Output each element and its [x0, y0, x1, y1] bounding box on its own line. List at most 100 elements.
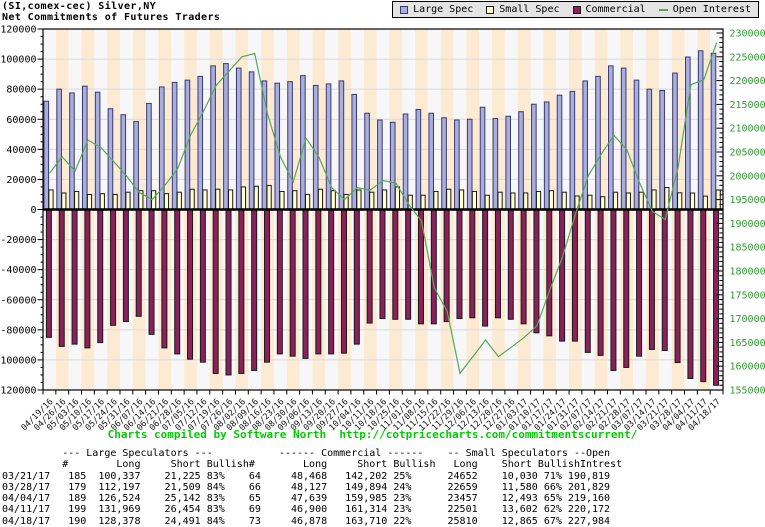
commercial-bar — [443, 209, 450, 323]
right-axis-label: 225000 — [730, 52, 765, 63]
large-spec-bar — [223, 63, 229, 210]
large-spec-bar — [466, 118, 473, 210]
commercial-bar — [264, 209, 271, 363]
large-spec-bar — [69, 92, 75, 210]
small-spec-bar — [279, 190, 285, 210]
small-spec-bar — [163, 193, 170, 211]
right-axis-label: 200000 — [730, 171, 765, 182]
small-spec-bar — [381, 189, 388, 210]
commercial-bar — [71, 209, 78, 345]
small-spec-bar — [446, 188, 452, 211]
commercial-bar — [584, 209, 591, 353]
right-axis-label: 220000 — [730, 76, 765, 87]
commercial-bar — [469, 209, 476, 319]
large-spec-bar — [171, 81, 178, 210]
small-spec-bar — [484, 194, 490, 211]
large-spec-bar — [646, 88, 653, 210]
large-spec-bar — [120, 114, 127, 210]
large-spec-bar — [633, 79, 640, 211]
left-axis-label: 100000 — [0, 55, 36, 66]
right-axis-label: 160000 — [730, 362, 765, 373]
right-axis-label: 210000 — [730, 124, 765, 135]
table-row: 03/21/17 185 100,337 21,225 83% 64 48,46… — [2, 470, 611, 482]
small-spec-bar — [612, 191, 619, 211]
chart-area: -120000 -100000 -80000 -60000 -40000 -20000 0 2… — [0, 20, 765, 435]
commercial-bar — [533, 209, 540, 334]
large-spec-bar — [620, 67, 627, 210]
table-row: 04/11/17 199 131,969 26,454 83% 69 46,90… — [2, 504, 611, 516]
commercial-bar — [494, 209, 501, 319]
right-axis-label: 230000 — [730, 29, 765, 40]
large-spec-bar — [377, 119, 383, 210]
small-spec-bar — [356, 189, 362, 210]
small-spec-bar — [61, 192, 67, 210]
commercial-bar — [713, 209, 720, 386]
table-group-header-row: --- Large Speculators --- ------ Commerc… — [2, 448, 611, 459]
commercial-bar — [700, 209, 707, 383]
commercial-bar — [482, 209, 489, 327]
legend-square-swatch — [572, 5, 581, 14]
commercial-bar — [392, 209, 399, 320]
legend-label: Open Interest — [672, 3, 751, 15]
small-spec-bar — [369, 191, 375, 211]
large-spec-bar — [479, 106, 486, 210]
small-spec-bar — [625, 192, 631, 210]
small-spec-bar — [292, 190, 298, 211]
commercial-bar — [110, 209, 117, 326]
small-spec-bar — [394, 186, 401, 210]
commercial-bar — [520, 209, 527, 325]
small-spec-bar — [305, 193, 311, 210]
small-spec-bar — [202, 189, 208, 210]
small-spec-bar — [548, 190, 554, 211]
small-spec-bar — [74, 190, 80, 210]
large-spec-bar — [325, 83, 332, 210]
commercial-bar — [571, 209, 578, 342]
left-axis-label: 40000 — [6, 145, 36, 156]
large-spec-bar — [697, 50, 704, 210]
compiled-by-note: Charts compiled by Software North http:/… — [107, 428, 638, 441]
commercial-bar — [674, 209, 681, 364]
legend-line-swatch — [658, 8, 668, 11]
small-spec-bar — [330, 190, 336, 211]
right-axis-label: 190000 — [730, 219, 765, 230]
right-axis-label: 185000 — [730, 243, 765, 254]
large-spec-bar — [364, 112, 370, 210]
large-spec-bar — [595, 75, 601, 210]
large-spec-bar — [235, 67, 242, 210]
commercial-bar — [687, 209, 694, 379]
table-row: 04/18/17 190 128,378 24,491 84% 73 46,87… — [2, 515, 611, 527]
right-axis-label: 165000 — [730, 338, 765, 349]
large-spec-bar — [531, 103, 537, 210]
small-spec-bar — [561, 191, 567, 211]
cot-net-commitments-chart: -120000 -100000 -80000 -60000 -40000 -20000 0 2… — [0, 25, 765, 434]
chart-legend: Large Spec Small Spec Commercial Open Inter… — [392, 1, 759, 18]
small-spec-bar — [48, 189, 54, 210]
small-spec-bar — [253, 185, 259, 210]
large-spec-bar — [710, 52, 717, 211]
right-axis-label: 175000 — [730, 290, 765, 301]
commercial-bar — [174, 209, 181, 355]
legend-label: Commercial — [585, 3, 646, 15]
large-spec-bar — [402, 113, 409, 210]
commercial-bar — [97, 209, 104, 344]
legend-item-commercial: Commercial — [572, 3, 646, 16]
large-spec-bar — [505, 115, 511, 210]
commercial-bar — [276, 209, 283, 355]
small-spec-bar — [458, 189, 465, 210]
commercial-bar — [340, 209, 347, 354]
large-spec-bar — [338, 80, 345, 210]
small-spec-bar — [189, 188, 195, 211]
commercial-bar — [405, 209, 412, 320]
commercial-bar — [187, 209, 194, 360]
large-spec-bar — [389, 121, 396, 210]
large-spec-bar — [248, 71, 255, 211]
large-spec-bar — [94, 91, 101, 210]
right-axis-label: 180000 — [730, 267, 765, 278]
commercial-bar — [84, 209, 91, 349]
table-row: 03/28/17 179 112,197 21,509 84% 66 48,12… — [2, 481, 611, 493]
legend-item-large-spec: Large Spec — [400, 4, 473, 16]
table-row: 04/04/17 189 126,524 25,142 83% 65 47,63… — [2, 493, 611, 505]
small-spec-bar — [651, 189, 657, 210]
small-spec-bar — [240, 186, 247, 210]
legend-item-open-interest: Open Interest — [658, 3, 751, 16]
